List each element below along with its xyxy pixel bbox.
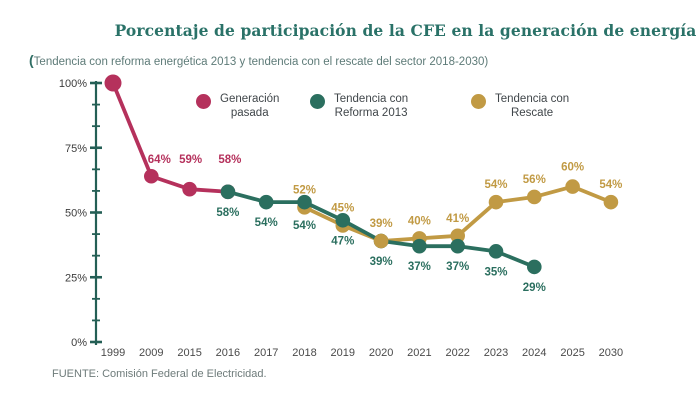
data-point	[527, 259, 542, 275]
data-point	[450, 238, 466, 254]
data-label: 47%	[331, 235, 354, 247]
data-point	[220, 184, 236, 200]
y-tick-label: 75%	[65, 143, 87, 155]
x-tick-label: 2017	[254, 347, 278, 359]
data-label: 37%	[408, 261, 431, 273]
x-axis: 1999 2009 2015 2016 2017 2018 2019 2020 2021 2022…	[101, 347, 623, 359]
y-tick-label: 0%	[71, 337, 87, 349]
source-note: FUENTE: Comisión Federal de Electricidad…	[52, 368, 267, 380]
legend-swatch-tendencia-rescate	[471, 94, 486, 109]
data-point	[182, 181, 197, 197]
legend-swatch-generacion-pasada	[196, 94, 211, 109]
data-label: 54%	[293, 220, 316, 232]
subtitle-paren: (	[29, 52, 34, 68]
series-line	[111, 81, 230, 194]
data-point	[144, 168, 159, 184]
data-point	[565, 179, 580, 194]
data-label: 52%	[293, 184, 316, 196]
y-tick-label: 100%	[59, 78, 87, 90]
data-point	[335, 212, 351, 228]
data-point	[104, 74, 122, 92]
subtitle-text: Tendencia con reforma energética 2013 y …	[33, 56, 489, 68]
data-label: 35%	[484, 266, 507, 278]
y-tick-label: 50%	[65, 208, 87, 220]
data-point	[450, 228, 466, 244]
x-tick-label: 2021	[407, 347, 431, 359]
x-tick-label: 2018	[292, 347, 316, 359]
x-tick-label: 2025	[560, 347, 584, 359]
chart-subtitle: (Tendencia con reforma energética 2013 y…	[29, 52, 488, 68]
legend-item-tendencia-reforma-2013: Tendencia con Reforma 2013	[310, 93, 408, 120]
data-label: 39%	[370, 218, 393, 230]
legend-item-tendencia-rescate: Tendencia con Rescate	[471, 93, 569, 120]
page-title: Porcentaje de participación de la CFE en…	[114, 21, 697, 40]
data-label: 29%	[523, 282, 546, 294]
data-label: 58%	[218, 154, 241, 166]
y-tick-label: 25%	[65, 272, 87, 284]
data-label: 59%	[179, 154, 202, 166]
x-tick-label: 2009	[139, 347, 163, 359]
data-label: 41%	[446, 213, 469, 225]
data-point	[258, 194, 274, 210]
legend-label-tendencia-reforma-2013: Tendencia con Reforma 2013	[334, 93, 409, 119]
data-label: 45%	[331, 202, 354, 214]
data-point	[603, 194, 619, 210]
data-point	[297, 194, 312, 210]
x-tick-label: 2023	[484, 347, 508, 359]
data-label: 58%	[216, 207, 239, 219]
data-label: 54%	[255, 217, 278, 229]
y-axis: 100% 75% 50% 25% 0%	[59, 78, 102, 349]
x-tick-label: 2022	[445, 347, 469, 359]
x-tick-label: 2020	[369, 347, 393, 359]
x-tick-label: 2030	[599, 347, 623, 359]
data-label: 64%	[148, 154, 171, 166]
legend-item-generacion-pasada: Generación pasada	[196, 93, 279, 120]
data-label: 54%	[484, 179, 507, 191]
data-label: 37%	[446, 261, 469, 273]
data-label: 60%	[561, 162, 584, 174]
data-point	[527, 189, 542, 205]
x-tick-label: 2024	[522, 347, 546, 359]
data-label: 54%	[599, 179, 622, 191]
data-label: 39%	[370, 256, 393, 268]
data-point	[412, 238, 427, 254]
data-point	[373, 233, 389, 249]
data-label: 56%	[523, 174, 546, 186]
x-tick-label: 1999	[101, 347, 125, 359]
legend-label-generacion-pasada: Generación pasada	[220, 93, 280, 119]
x-tick-label: 2015	[177, 347, 201, 359]
data-label: 40%	[408, 215, 431, 227]
legend-swatch-tendencia-reforma-2013	[310, 94, 325, 109]
data-point	[488, 244, 504, 259]
x-tick-label: 2019	[331, 347, 355, 359]
x-tick-label: 2016	[216, 347, 240, 359]
legend-label-tendencia-rescate: Tendencia con Rescate	[495, 93, 570, 119]
data-point	[488, 194, 504, 210]
